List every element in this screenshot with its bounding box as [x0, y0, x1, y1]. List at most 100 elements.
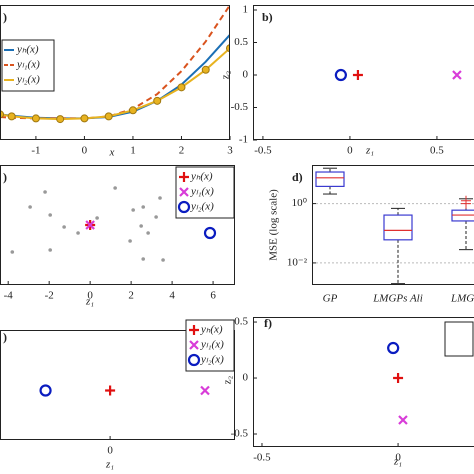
marker-dot: [62, 225, 66, 229]
marker-circle: [201, 65, 210, 74]
x-tick-label: LMGPs Ali: [372, 293, 423, 305]
marker-dot: [146, 231, 150, 235]
marker-dot: [113, 186, 117, 190]
x-tick-label: 3: [227, 145, 233, 157]
x-tick-label: -4: [4, 290, 14, 302]
marker-plus: [352, 70, 363, 81]
marker-circle: [203, 226, 217, 240]
legend-label: yₗ₁(x): [16, 59, 40, 71]
x-tick-label: -0.5: [253, 452, 271, 464]
y-tick-label: 0.5: [234, 36, 248, 48]
marker-dot: [10, 250, 15, 254]
marker-plus: [461, 198, 471, 209]
legend-label: yₕ(x): [16, 44, 39, 56]
marker-cross: [179, 187, 189, 197]
marker-circle: [80, 114, 89, 123]
y-axis-label: z₂: [220, 70, 232, 79]
legend-label: yₗ₁(x): [200, 339, 224, 351]
x-axis-label: z₁: [393, 456, 402, 468]
marker-cross: [398, 415, 408, 425]
plot-area: [312, 167, 474, 285]
marker-dot: [128, 239, 132, 243]
marker-dot: [161, 258, 165, 262]
x-tick-label: LMGP: [450, 293, 474, 305]
marker-plus: [179, 172, 189, 182]
x-tick-label: -1: [31, 145, 40, 157]
marker-circle: [177, 200, 191, 214]
y-tick-label: 10⁰: [292, 197, 308, 209]
y-tick-label: 0.5: [234, 316, 248, 328]
x-tick-label: 1: [130, 145, 136, 157]
marker-circle: [7, 112, 16, 121]
marker-dot: [48, 213, 52, 217]
marker-cross: [85, 220, 95, 230]
panel-label: ): [3, 10, 7, 24]
panel-label: b): [262, 10, 273, 24]
x-tick-label: -0.5: [254, 145, 272, 157]
x-tick-label: 0.5: [430, 145, 444, 157]
y-tick-label: -0.5: [231, 101, 249, 113]
marker-circle: [104, 112, 113, 121]
marker-dot: [141, 257, 146, 261]
plot-area: [39, 384, 210, 397]
plot-area: [387, 341, 408, 425]
marker-plus: [189, 325, 199, 335]
panel-label: ): [3, 170, 7, 184]
x-axis-label: z₁: [105, 459, 114, 471]
y-tick-label: 10⁻²: [287, 256, 308, 268]
x-tick-label: -2: [45, 290, 54, 302]
x-tick-label: 4: [169, 290, 175, 302]
panel-label: ): [3, 330, 7, 344]
y-tick-label: -0.5: [231, 428, 249, 440]
plot-area: [334, 68, 462, 82]
marker-circle: [387, 341, 400, 355]
legend-label: yₗ₂(x): [16, 74, 40, 86]
marker-dot: [95, 216, 99, 220]
axes-frame: [253, 5, 474, 140]
x-tick-label: 2: [179, 145, 185, 157]
marker-dot: [131, 208, 135, 212]
marker-dot: [48, 248, 52, 252]
marker-cross: [189, 340, 199, 350]
x-axis-label: x: [109, 147, 115, 159]
marker-circle: [56, 115, 65, 124]
axes-frame: [0, 5, 230, 140]
marker-dot: [141, 205, 146, 209]
x-tick-label: 0: [107, 445, 113, 457]
x-tick-label: 6: [210, 290, 216, 302]
plot-area: [10, 186, 217, 262]
axes-frame: [0, 165, 235, 285]
marker-circle: [177, 83, 186, 92]
marker-dot: [139, 224, 143, 228]
panel-label: f): [264, 316, 272, 330]
y-tick-label: -1: [239, 134, 248, 146]
marker-circle: [31, 114, 40, 123]
marker-dot: [76, 231, 80, 235]
legend-box: [444, 321, 474, 357]
marker-circle: [128, 106, 137, 115]
x-axis-label: z₁: [365, 145, 374, 157]
y-tick-label: 0: [243, 372, 249, 384]
legend-label: yₕ(x): [190, 171, 213, 183]
marker-circle: [39, 384, 52, 397]
marker-cross: [452, 70, 462, 80]
x-axis-label: z₁: [85, 296, 94, 308]
x-tick-label: 0: [395, 452, 401, 464]
marker-dot: [154, 215, 158, 219]
y-axis-label: MSE (log scale): [268, 189, 280, 261]
x-tick-label: 0: [347, 145, 353, 157]
axes-frame: [253, 317, 474, 447]
panel-label: d): [292, 170, 303, 184]
marker-circle: [187, 353, 201, 367]
legend-label: yₗ₂(x): [200, 354, 224, 366]
marker-circle: [334, 68, 347, 82]
y-axis-label: z₂: [222, 375, 234, 384]
plot-area: [0, 5, 230, 124]
y-tick-label: 0: [243, 69, 249, 81]
marker-dot: [28, 205, 32, 209]
legend-label: yₗ₁(x): [190, 186, 214, 198]
marker-dot: [158, 196, 162, 200]
marker-dot: [43, 190, 47, 194]
box: [383, 214, 413, 241]
